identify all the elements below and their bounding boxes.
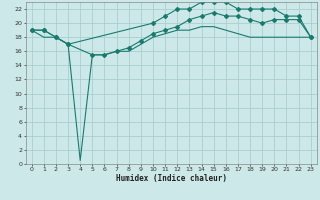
X-axis label: Humidex (Indice chaleur): Humidex (Indice chaleur) (116, 174, 227, 183)
